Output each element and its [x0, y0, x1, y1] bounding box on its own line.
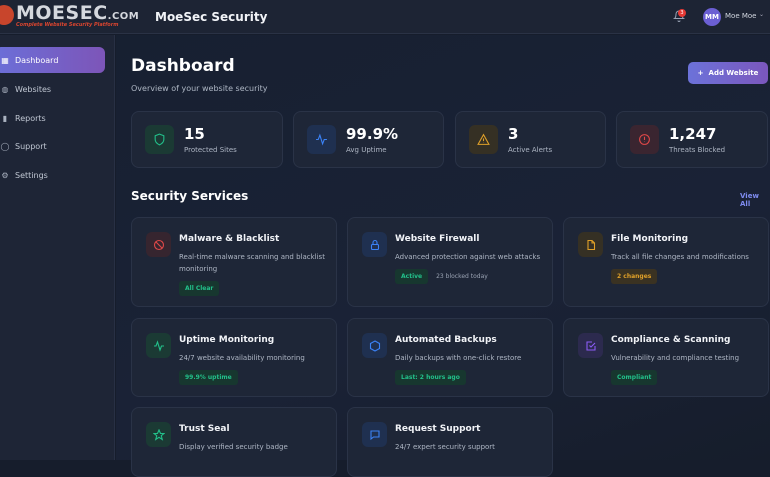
help-icon: ◯ — [0, 141, 10, 151]
status-badge: All Clear — [179, 281, 220, 296]
notification-badge: 3 — [678, 9, 686, 17]
card-description: 24/7 website availability monitoring — [179, 354, 305, 362]
hexagon-icon — [362, 333, 387, 358]
plus-icon: + — [697, 69, 704, 77]
page-subtitle: Overview of your website security — [131, 84, 268, 93]
gear-icon: ⚙ — [1, 170, 9, 180]
stat-card-threats-blocked: 1,247 Threats Blocked — [616, 111, 768, 168]
stat-card-protected-sites: 15 Protected Sites — [131, 111, 283, 168]
service-card-uptime[interactable]: Uptime Monitoring 24/7 website availabil… — [131, 318, 337, 397]
alert-circle-icon — [630, 125, 659, 154]
sidebar-item-label: Websites — [15, 84, 52, 94]
stat-label: Protected Sites — [184, 146, 237, 154]
service-card-trust-seal[interactable]: Trust Seal Display verified security bad… — [131, 407, 337, 477]
app-title: MoeSec Security — [155, 10, 268, 24]
sidebar: ▦ Dashboard ◍ Websites ▮ Reports ◯ Support ⚙… — [0, 35, 115, 460]
stat-label: Active Alerts — [508, 146, 553, 154]
status-badge: 99.9% uptime — [179, 370, 238, 385]
status-badge: Compliant — [611, 370, 658, 385]
blocked-count: 23 blocked today — [436, 273, 488, 280]
file-icon — [578, 232, 603, 257]
user-name[interactable]: Moe Moe — [725, 12, 757, 20]
top-bar: MOESEC.COM Complete Website Security Pla… — [0, 0, 770, 34]
card-title: Uptime Monitoring — [179, 335, 275, 345]
sidebar-item-label: Settings — [15, 170, 48, 180]
globe-icon: ◍ — [1, 84, 9, 94]
stat-label: Avg Uptime — [346, 146, 387, 154]
card-title: Automated Backups — [395, 335, 497, 345]
card-title: Website Firewall — [395, 234, 480, 244]
card-description: Vulnerability and compliance testing — [611, 354, 740, 362]
sidebar-item-settings[interactable]: ⚙ Settings — [0, 162, 105, 188]
card-title: Compliance & Scanning — [611, 335, 731, 345]
stat-card-avg-uptime: 99.9% Avg Uptime — [293, 111, 444, 168]
card-description: Display verified security badge — [179, 443, 288, 451]
shield-icon — [145, 125, 174, 154]
logo-text: MOESEC — [16, 2, 108, 24]
logo-tagline: Complete Website Security Platform — [16, 22, 119, 28]
service-card-file-monitoring[interactable]: File Monitoring Track all file changes a… — [563, 217, 769, 307]
stat-value: 15 — [184, 125, 205, 143]
grid-icon: ▦ — [1, 55, 9, 65]
page-title: Dashboard — [131, 56, 235, 76]
card-description: Track all file changes and modifications — [611, 253, 749, 261]
card-title: Trust Seal — [179, 424, 230, 434]
sidebar-item-dashboard[interactable]: ▦ Dashboard — [0, 47, 105, 73]
status-badge: Active — [395, 269, 429, 284]
card-description: Advanced protection against web attacks — [395, 253, 541, 261]
logo[interactable]: MOESEC.COM Complete Website Security Pla… — [0, 2, 139, 32]
activity-icon — [307, 125, 336, 154]
stat-card-active-alerts: 3 Active Alerts — [455, 111, 606, 168]
add-website-button[interactable]: + Add Website — [688, 62, 768, 84]
view-all-link[interactable]: View All — [740, 192, 759, 208]
check-square-icon — [578, 333, 603, 358]
sidebar-item-label: Reports — [15, 113, 46, 123]
service-card-firewall[interactable]: Website Firewall Advanced protection aga… — [347, 217, 553, 307]
card-description: Daily backups with one-click restore — [395, 354, 522, 362]
message-icon — [362, 422, 387, 447]
avatar[interactable]: MM — [703, 8, 721, 26]
add-website-label: Add Website — [708, 69, 759, 77]
stat-value: 1,247 — [669, 125, 717, 143]
lock-icon — [362, 232, 387, 257]
sidebar-item-label: Support — [15, 141, 47, 151]
activity-icon — [146, 333, 171, 358]
status-badge: Last: 2 hours ago — [395, 370, 466, 385]
card-title: Request Support — [395, 424, 481, 434]
chart-icon: ▮ — [2, 113, 8, 123]
sidebar-item-support[interactable]: ◯ Support — [0, 133, 105, 159]
card-title: Malware & Blacklist — [179, 234, 280, 244]
star-icon — [146, 422, 171, 447]
sidebar-item-label: Dashboard — [15, 55, 59, 65]
sidebar-item-websites[interactable]: ◍ Websites — [0, 76, 105, 102]
card-description: 24/7 expert security support — [395, 443, 495, 451]
card-title: File Monitoring — [611, 234, 689, 244]
service-card-request-support[interactable]: Request Support 24/7 expert security sup… — [347, 407, 553, 477]
section-title: Security Services — [131, 189, 249, 203]
service-card-compliance[interactable]: Compliance & Scanning Vulnerability and … — [563, 318, 769, 397]
service-card-malware[interactable]: Malware & Blacklist Real-time malware sc… — [131, 217, 337, 307]
logo-mark-icon — [0, 5, 14, 25]
warning-icon — [469, 125, 498, 154]
ban-icon — [146, 232, 171, 257]
status-badge: 2 changes — [611, 269, 658, 284]
stat-value: 99.9% — [346, 125, 399, 143]
logo-suffix: .COM — [107, 11, 140, 22]
stat-value: 3 — [508, 125, 519, 143]
card-description: Real-time malware scanning and blacklist… — [179, 253, 325, 273]
sidebar-item-reports[interactable]: ▮ Reports — [0, 105, 105, 131]
chevron-down-icon[interactable]: ⌄ — [759, 11, 765, 18]
stat-label: Threats Blocked — [669, 146, 726, 154]
service-card-backups[interactable]: Automated Backups Daily backups with one… — [347, 318, 553, 397]
